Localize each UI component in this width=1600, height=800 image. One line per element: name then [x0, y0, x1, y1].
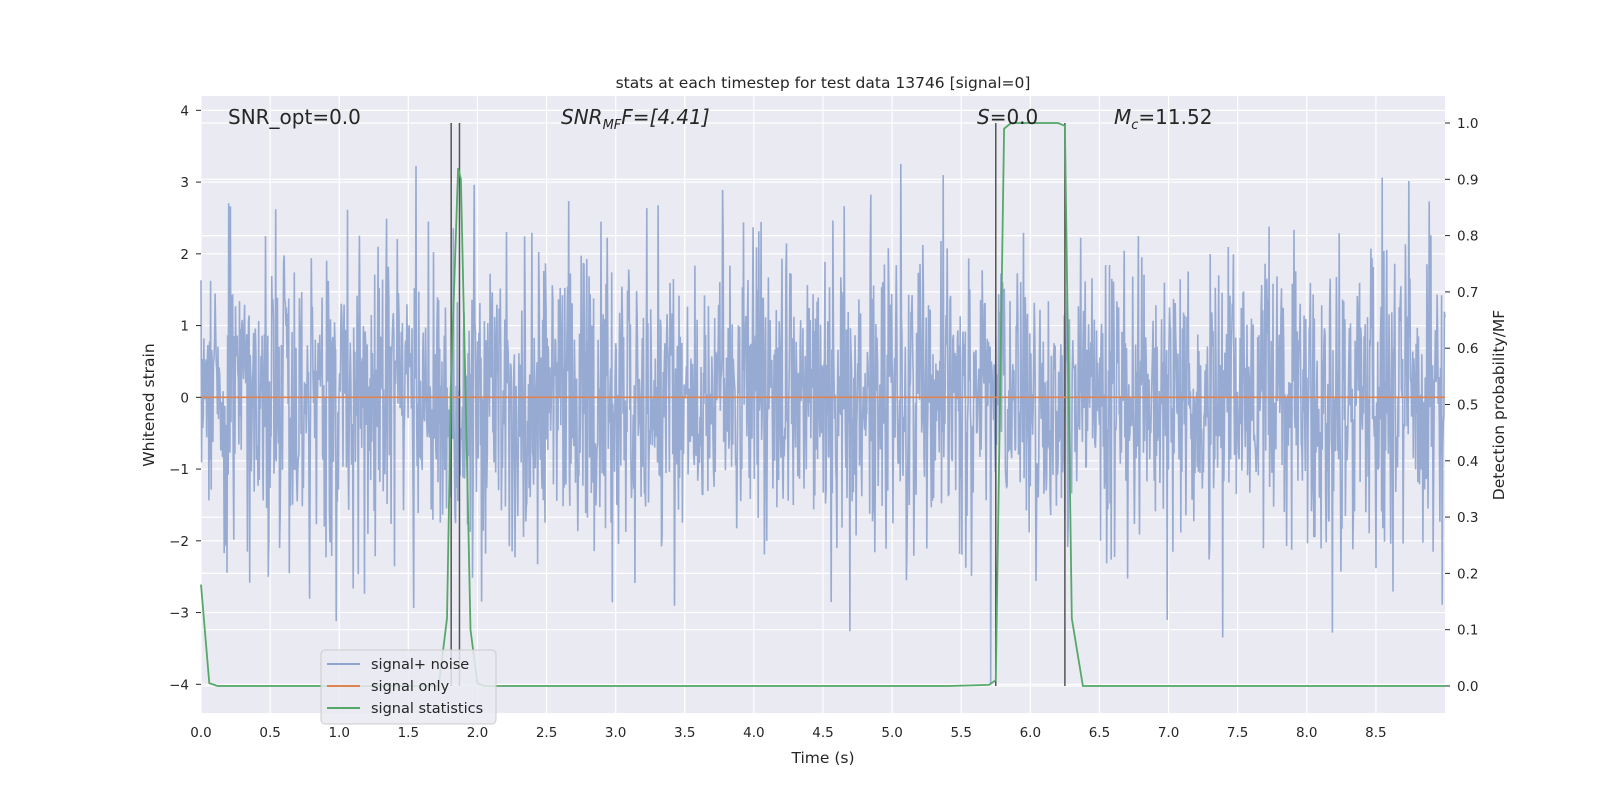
x-tick-label: 4.5: [812, 725, 833, 741]
annotation-s: S=0.0: [977, 105, 1038, 129]
legend-label-signal-noise: signal+ noise: [371, 657, 469, 673]
x-tick-label: 7.0: [1158, 725, 1179, 741]
annotation-mc: Mc=11.52: [1114, 105, 1212, 133]
x-tick-label: 3.0: [605, 725, 626, 741]
y2-tick-label: 0.1: [1457, 623, 1478, 639]
noise-series: [200, 163, 1446, 685]
x-tick-label: 2.5: [536, 725, 557, 741]
x-tick-label: 4.0: [743, 725, 764, 741]
x-tick-label: 8.5: [1365, 725, 1386, 741]
y2-tick-labels: 1.0 0.9 0.8 0.7 0.6 0.5 0.4 0.3 0.2 0.1 0.0: [1445, 116, 1478, 695]
y-axis-label: Whitened strain: [140, 343, 158, 466]
line-series: [200, 122, 1445, 687]
y2-tick-label: 0.8: [1457, 229, 1478, 245]
x-tick-label: 2.0: [467, 725, 488, 741]
legend-label-signal-statistics: signal statistics: [371, 701, 483, 717]
y-tick-label: −3: [169, 606, 189, 622]
y2-tick-label: 0.7: [1457, 285, 1478, 301]
x-axis-label: Time (s): [790, 749, 854, 767]
y-tick-label: 0: [180, 390, 189, 406]
series-line-signal-statistics: [200, 122, 1445, 687]
y-tick-label: −4: [169, 677, 189, 693]
y2-tick-label: 0.3: [1457, 510, 1478, 526]
y2-tick-label: 0.0: [1457, 679, 1478, 695]
s-rest: =0.0: [990, 105, 1039, 129]
x-tick-label: 5.0: [881, 725, 902, 741]
y2-tick-label: 0.2: [1457, 566, 1478, 582]
x-tick-label: 1.0: [328, 725, 349, 741]
snr-mf-sub: MF: [603, 118, 622, 133]
s-main: S: [977, 105, 990, 129]
legend-box: [320, 649, 497, 725]
x-tick-label: 6.0: [1020, 725, 1041, 741]
y-tick-label: −1: [169, 462, 189, 478]
annotation-snr-mf: SNRMFF=[4.41]: [561, 105, 710, 133]
y-tick-label: 4: [180, 103, 189, 119]
x-tick-label: 7.5: [1227, 725, 1248, 741]
chart-title: stats at each timestep for test data 137…: [616, 74, 1031, 92]
x-tick-label: 1.5: [398, 725, 419, 741]
legend: signal+ noise signal only signal statist…: [320, 649, 497, 725]
x-tick-label: 3.5: [674, 725, 695, 741]
y2-tick-label: 0.4: [1457, 454, 1478, 470]
y-tick-label: −2: [169, 534, 189, 550]
mc-main: M: [1114, 105, 1131, 129]
series-line-signal-noise: [200, 163, 1446, 685]
x-tick-label: 8.0: [1296, 725, 1317, 741]
x-tick-label: 5.5: [950, 725, 971, 741]
snr-mf-main: SNR: [561, 105, 603, 129]
x-tick-labels: 0.0 0.5 1.0 1.5 2.0 2.5 3.0 3.5 4.0 4.5 5.0 5.5 6.0 6…: [190, 725, 1386, 741]
y2-axis-label: Detection probability/MF: [1490, 310, 1508, 501]
x-tick-label: 0.0: [190, 725, 211, 741]
y2-tick-label: 0.5: [1457, 398, 1478, 414]
y-tick-labels: 4 3 2 1 0 −1 −2 −3 −4: [169, 103, 201, 693]
y-tick-label: 2: [180, 247, 189, 263]
x-tick-label: 0.5: [259, 725, 280, 741]
y2-tick-label: 1.0: [1457, 116, 1478, 132]
y-tick-label: 3: [180, 175, 189, 191]
vertical-markers: [450, 123, 1066, 686]
mc-rest: =11.52: [1138, 105, 1212, 129]
legend-label-signal-only: signal only: [371, 679, 450, 695]
y2-tick-label: 0.9: [1457, 172, 1478, 188]
mc-sub: c: [1131, 118, 1138, 133]
y-tick-label: 1: [180, 319, 189, 335]
x-tick-label: 6.5: [1089, 725, 1110, 741]
annotation-snr-opt: SNR_opt=0.0: [228, 105, 361, 129]
y2-tick-label: 0.6: [1457, 341, 1478, 357]
snr-mf-rest: F=[4.41]: [621, 105, 709, 129]
